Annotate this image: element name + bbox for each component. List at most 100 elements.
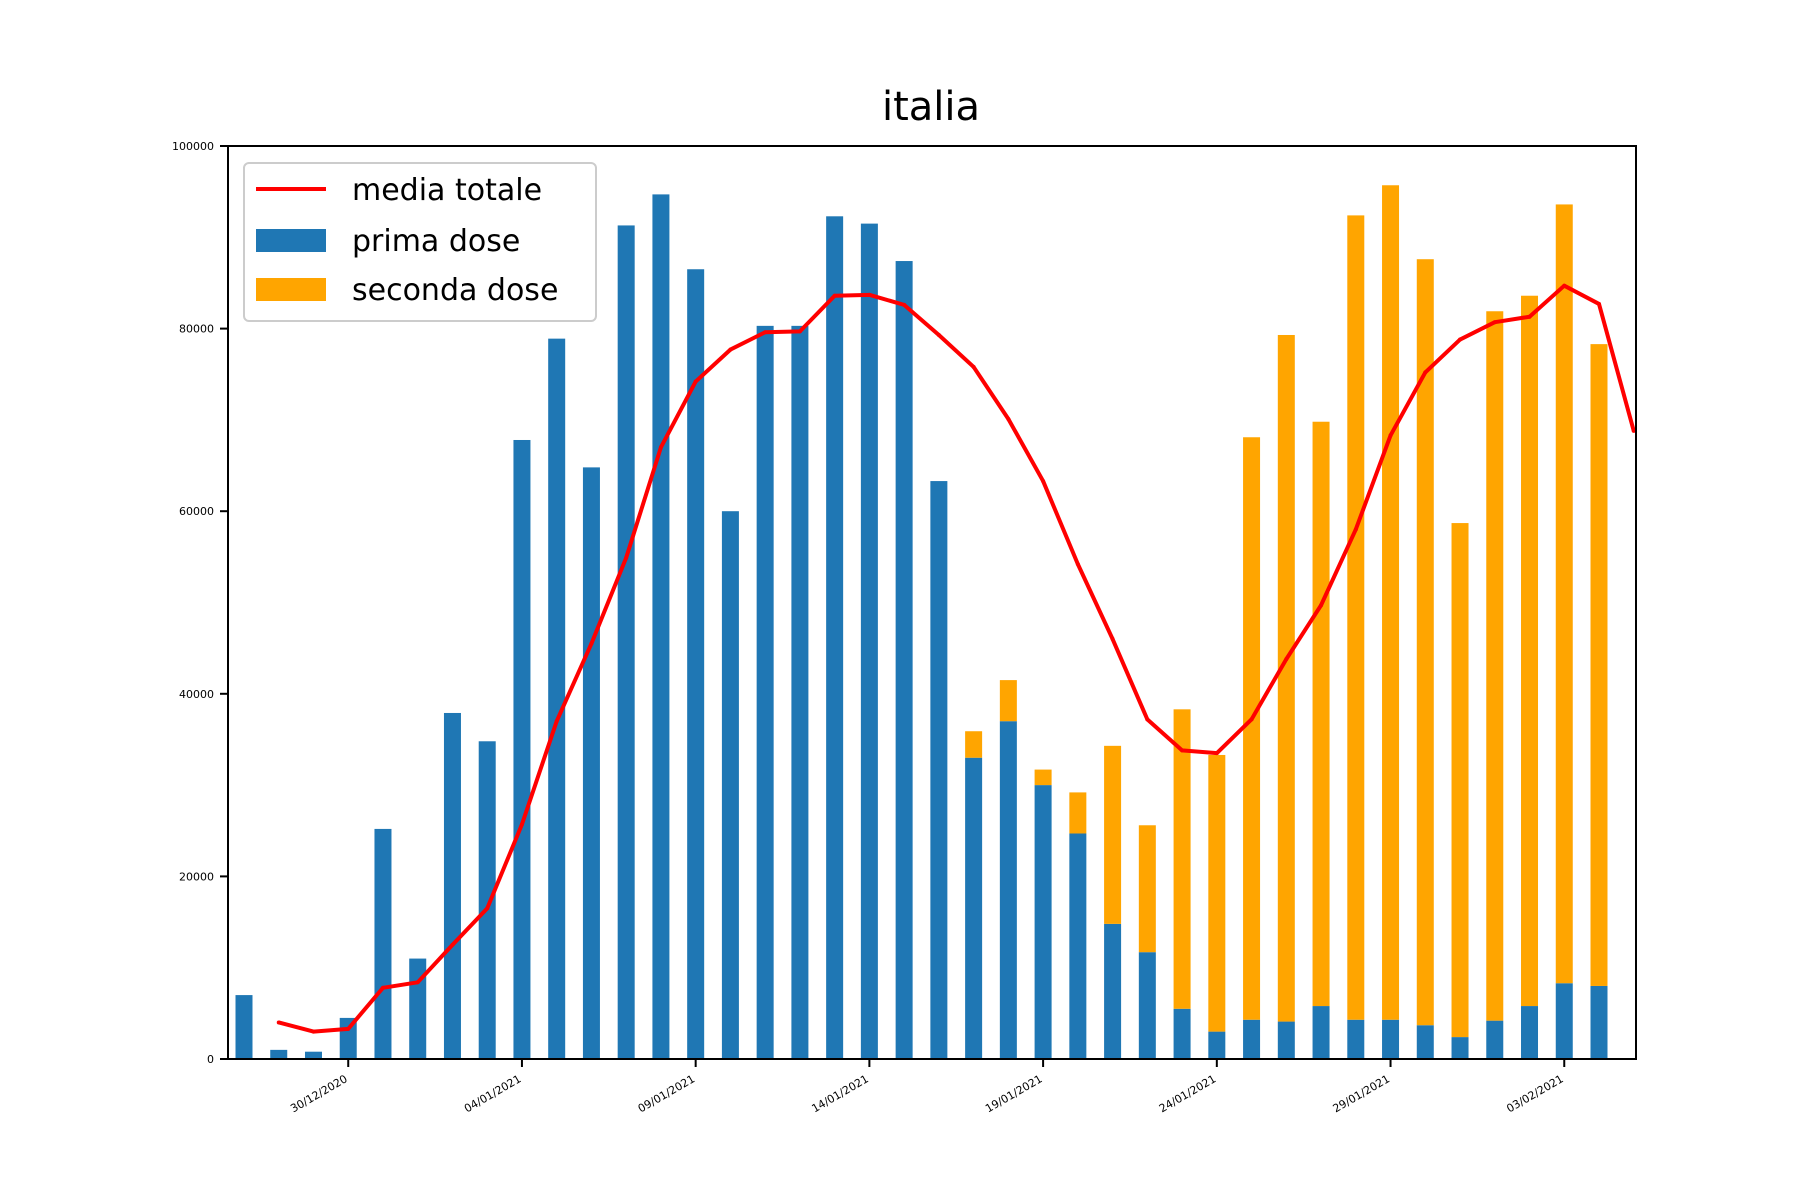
point-media-totale-2021-01-19 [1041,479,1046,484]
ytick-label-20000: 20000 [179,870,214,883]
point-media-totale-2021-02-03 [1562,283,1567,288]
legend-swatch-prima-dose [256,229,326,252]
point-media-totale-2021-01-11 [763,330,768,335]
bar-prima-dose-2021-01-11 [756,325,774,1059]
point-media-totale-2021-01-10 [728,347,733,352]
bar-seconda-dose-2021-01-28 [1347,215,1365,1020]
bar-seconda-dose-2021-01-25 [1243,437,1261,1020]
bar-prima-dose-2021-01-02 [443,712,461,1059]
bar-seconda-dose-2021-01-20 [1069,792,1087,834]
bar-seconda-dose-2021-01-22 [1138,825,1156,953]
legend-label-prima-dose: prima dose [352,224,520,259]
point-media-totale-2021-01-16 [936,332,941,337]
point-media-totale-2021-01-20 [1075,562,1080,567]
point-media-totale-2020-12-29 [311,1029,316,1034]
bar-prima-dose-2021-01-31 [1451,1037,1469,1059]
point-media-totale-2021-01-25 [1249,717,1254,722]
bar-prima-dose-2021-01-07 [617,225,635,1059]
ytick-label-100000: 100000 [172,140,214,153]
bar-seconda-dose-2021-02-01 [1486,311,1504,1021]
point-media-totale-2021-01-27 [1319,603,1324,608]
point-media-totale-2021-01-23 [1180,748,1185,753]
bar-prima-dose-2020-12-31 [374,828,392,1059]
bar-prima-dose-2021-01-08 [652,194,670,1059]
point-media-totale-2021-01-05 [554,719,559,724]
point-media-totale-2021-01-07 [624,555,629,560]
bars-layer [235,185,1608,1060]
point-media-totale-2021-01-24 [1214,751,1219,756]
bar-prima-dose-2021-01-29 [1382,1019,1400,1059]
legend-label-media-totale: media totale [352,173,542,208]
point-media-totale-2021-01-02 [450,942,455,947]
bar-prima-dose-2021-01-05 [548,338,566,1059]
point-media-totale-2021-01-14 [867,292,872,297]
bar-prima-dose-2021-01-30 [1416,1025,1434,1059]
point-media-totale-2021-02-01 [1492,320,1497,325]
bar-prima-dose-2021-01-03 [478,741,496,1059]
plot-frame [227,145,1637,1060]
point-media-totale-2021-02-02 [1527,314,1532,319]
ytick-label-80000: 80000 [179,323,214,336]
chart-title: italia [882,84,980,130]
bar-prima-dose-2021-01-27 [1312,1006,1330,1059]
point-media-totale-2021-01-12 [797,329,802,334]
point-media-totale-2021-01-03 [485,906,490,911]
bar-prima-dose-2020-12-27 [235,995,253,1059]
bar-seconda-dose-2021-01-30 [1416,259,1434,1026]
bar-prima-dose-2021-01-06 [582,467,600,1059]
point-media-totale-2021-01-30 [1423,370,1428,375]
point-media-totale-2021-01-29 [1388,433,1393,438]
bar-prima-dose-2021-01-17 [965,757,983,1059]
line-layer [276,283,1636,1034]
bar-seconda-dose-2021-01-24 [1208,754,1226,1032]
bar-seconda-dose-2021-01-23 [1173,709,1191,1009]
bar-seconda-dose-2021-01-31 [1451,523,1469,1038]
point-media-totale-2021-02-05 [1631,428,1636,433]
point-media-totale-2021-01-31 [1458,337,1463,342]
point-media-totale-2021-01-01 [415,980,420,985]
point-media-totale-2020-12-31 [380,985,385,990]
bar-prima-dose-2021-01-14 [860,223,878,1060]
point-media-totale-2021-01-09 [693,379,698,384]
point-media-totale-2021-01-28 [1353,527,1358,532]
line-media-totale [278,283,1636,1034]
point-media-totale-2021-01-21 [1110,637,1115,642]
bar-prima-dose-2021-01-13 [826,216,844,1060]
bar-prima-dose-2021-01-20 [1069,833,1087,1059]
bar-seconda-dose-2021-01-18 [999,680,1017,722]
bar-prima-dose-2021-01-23 [1173,1008,1191,1059]
bar-prima-dose-2021-01-10 [721,511,739,1059]
bar-prima-dose-2021-01-15 [895,261,913,1059]
bar-seconda-dose-2021-01-27 [1312,421,1330,1007]
bar-prima-dose-2021-01-21 [1104,923,1122,1059]
bar-prima-dose-2021-02-01 [1486,1020,1504,1059]
point-media-totale-2020-12-30 [346,1026,351,1031]
bar-seconda-dose-2021-02-03 [1555,204,1573,984]
point-media-totale-2021-01-06 [589,641,594,646]
legend: media totale prima dose seconda dose [243,162,597,322]
bar-prima-dose-2021-01-09 [687,269,705,1059]
bar-seconda-dose-2021-01-19 [1034,769,1052,786]
point-media-totale-2021-01-13 [832,293,837,298]
ytick-label-40000: 40000 [179,688,214,701]
legend-box [243,162,597,322]
point-media-totale-2021-01-22 [1145,717,1150,722]
bar-seconda-dose-2021-01-21 [1104,745,1122,924]
point-media-totale-2021-01-17 [971,364,976,369]
ytick-label-0: 0 [207,1053,214,1066]
point-media-totale-2021-01-04 [519,822,524,827]
ytick-label-60000: 60000 [179,505,214,518]
bar-seconda-dose-2021-01-17 [965,731,983,758]
bar-prima-dose-2021-02-03 [1555,983,1573,1059]
bar-seconda-dose-2021-01-26 [1277,334,1295,1022]
bar-prima-dose-2021-01-04 [513,439,531,1059]
bar-seconda-dose-2021-02-04 [1590,344,1608,986]
bar-prima-dose-2021-01-22 [1138,952,1156,1059]
legend-label-seconda-dose: seconda dose [352,273,558,308]
point-media-totale-2021-01-26 [1284,657,1289,662]
legend-swatch-seconda-dose [256,278,326,301]
bar-prima-dose-2021-01-18 [999,721,1017,1059]
bar-seconda-dose-2021-02-02 [1521,295,1539,1007]
point-media-totale-2021-01-15 [902,302,907,307]
